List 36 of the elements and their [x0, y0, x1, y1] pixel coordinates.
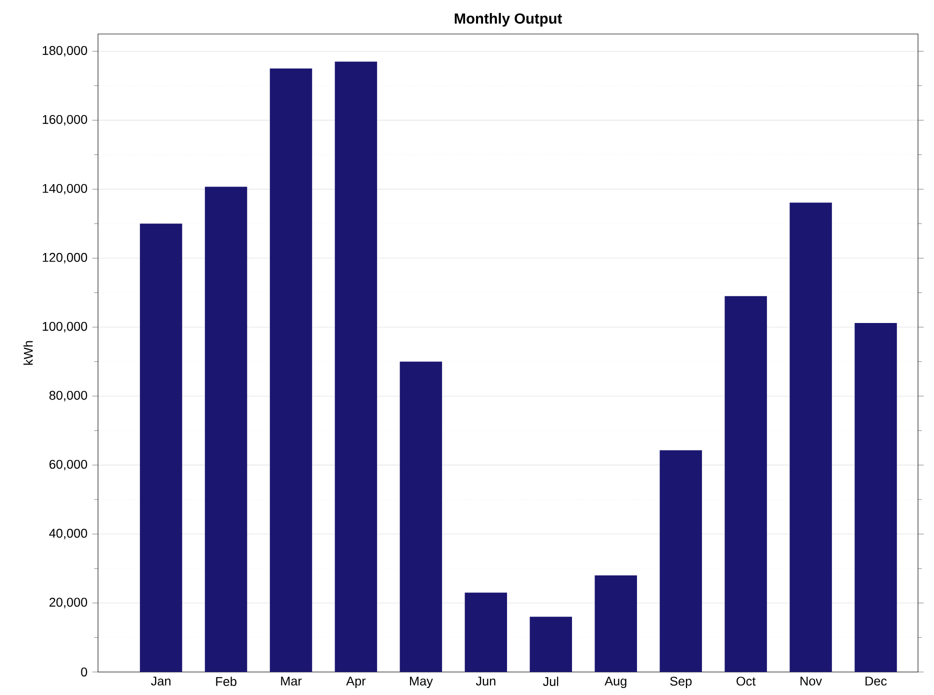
x-tick-label: May — [410, 676, 433, 688]
y-tick-label: 140,000 — [42, 184, 88, 194]
bar — [724, 296, 767, 672]
x-tick-label: Feb — [216, 676, 236, 686]
bar — [400, 362, 442, 672]
y-tick-label: 20,000 — [49, 598, 88, 608]
chart-title: Monthly Output — [454, 12, 562, 27]
bar — [594, 575, 637, 672]
x-tick-label: Aug — [604, 676, 626, 688]
x-tick-label: Mar — [281, 676, 302, 686]
y-tick-label: 160,000 — [42, 114, 88, 126]
x-tick-label: Dec — [866, 676, 887, 686]
y-tick-label: 80,000 — [49, 390, 88, 402]
bar — [790, 202, 832, 672]
bar — [464, 592, 508, 672]
x-tick-label: Jan — [151, 676, 170, 686]
y-tick-label: 120,000 — [42, 252, 88, 264]
bar — [204, 186, 248, 672]
y-tick-label: 40,000 — [49, 528, 88, 540]
y-tick-label: 60,000 — [50, 460, 88, 470]
x-tick-label: Nov — [800, 676, 822, 686]
bar — [334, 62, 378, 672]
bar — [530, 616, 572, 672]
x-tick-label: Sep — [670, 676, 692, 688]
y-axis-title: kWh — [23, 341, 33, 365]
x-tick-label: Oct — [736, 676, 756, 686]
y-tick-label: 180,000 — [42, 46, 88, 56]
bar — [270, 68, 312, 672]
y-tick-label: 0 — [81, 668, 88, 676]
x-tick-label: Apr — [346, 676, 366, 688]
bar — [140, 224, 182, 672]
x-tick-label: Jun — [476, 676, 496, 686]
y-tick-label: 100,000 — [42, 322, 88, 332]
x-tick-label: Jul — [542, 676, 558, 686]
bar — [854, 322, 897, 672]
bar — [660, 450, 702, 672]
